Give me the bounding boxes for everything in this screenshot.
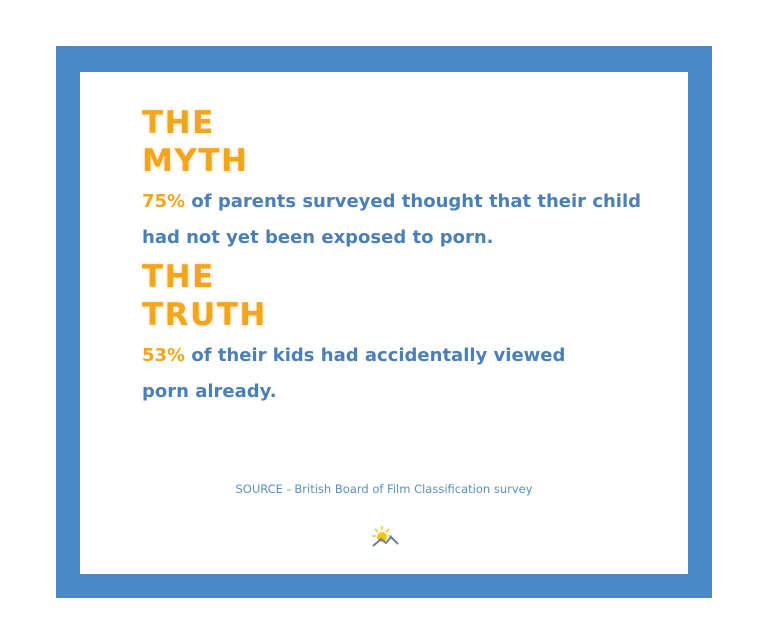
- card: THE MYTH 75% of parents surveyed thought…: [80, 72, 688, 574]
- myth-heading-line2: MYTH: [142, 143, 249, 179]
- myth-text: of parents surveyed thought that their c…: [142, 191, 642, 248]
- truth-heading-line1: THE: [142, 259, 215, 295]
- truth-percent: 53%: [142, 345, 186, 366]
- content: THE MYTH 75% of parents surveyed thought…: [142, 104, 662, 412]
- truth-heading-line2: TRUTH: [142, 297, 267, 333]
- truth-heading: THE TRUTH: [142, 258, 662, 334]
- myth-heading-line1: THE: [142, 105, 215, 141]
- myth-statement: 75% of parents surveyed thought that the…: [142, 184, 662, 256]
- sun-mountain-icon: [372, 526, 399, 547]
- blue-border-frame: THE MYTH 75% of parents surveyed thought…: [56, 46, 712, 598]
- truth-statement: 53% of their kids had accidentally viewe…: [142, 338, 572, 410]
- myth-heading: THE MYTH: [142, 104, 662, 180]
- source-citation: SOURCE - British Board of Film Classific…: [235, 482, 533, 496]
- myth-percent: 75%: [142, 191, 186, 212]
- truth-text: of their kids had accidentally viewed po…: [142, 345, 566, 402]
